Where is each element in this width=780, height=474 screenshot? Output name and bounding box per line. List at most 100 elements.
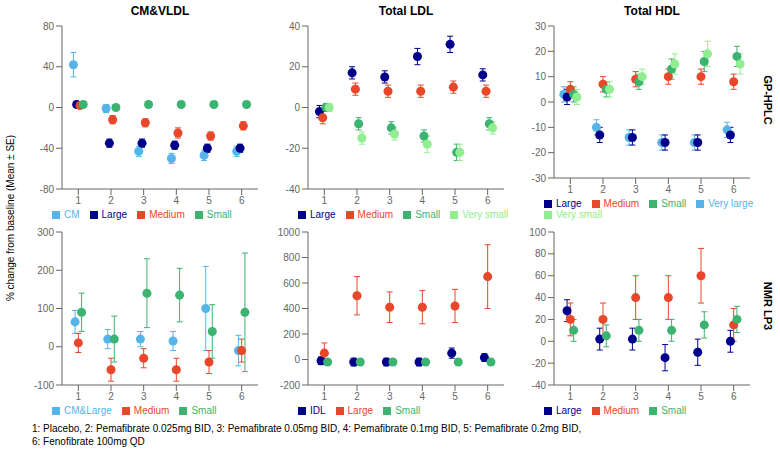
svg-text:5: 5 [698,391,704,402]
svg-text:400: 400 [283,303,300,314]
svg-text:6: 6 [485,195,491,206]
svg-text:1: 1 [568,391,574,402]
svg-text:3: 3 [141,391,147,402]
svg-text:80: 80 [43,21,55,32]
svg-text:3: 3 [387,391,393,402]
svg-text:800: 800 [283,252,300,263]
html-text:Large: Large [347,405,374,416]
svg-text:2: 2 [600,184,606,195]
html-text:NMR LP3: NMR LP3 [762,281,774,331]
svg-text:4: 4 [174,391,180,402]
svg-text:-40: -40 [286,184,301,195]
html-text:Medium: Medium [133,405,170,416]
svg-text:2: 2 [354,195,360,206]
html-text:Very small: Very small [462,209,509,220]
svg-text:3: 3 [387,195,393,206]
svg-text:-40: -40 [40,143,55,154]
svg-text:2: 2 [108,195,114,206]
svg-text:0: 0 [294,102,300,113]
svg-text:-20: -20 [286,143,301,154]
svg-text:4: 4 [174,195,180,206]
svg-text:-200: -200 [280,380,300,391]
svg-text:80: 80 [535,248,547,259]
html-text:Small: Small [395,405,421,416]
html-text:Medium: Medium [603,198,640,209]
html-text:1: Placebo, 2: Pemafibrate 0.0: 1: Placebo, 2: Pemafibrate 0.025mg BID, … [32,423,582,447]
svg-text:1: 1 [322,195,328,206]
html-text:CM&VLDL: CM&VLDL [130,4,190,18]
html-text:GP-HPLC: GP-HPLC [762,75,774,125]
html-text:Large: Large [310,209,336,220]
svg-text:5: 5 [206,391,212,402]
svg-text:4: 4 [666,391,672,402]
svg-text:40: 40 [535,292,547,303]
svg-text:30: 30 [535,21,547,32]
html-text:Small: Small [191,405,217,416]
svg-text:10: 10 [535,71,547,82]
html-text:Large: Large [556,198,582,209]
svg-text:0: 0 [48,102,54,113]
svg-text:-40: -40 [532,380,547,391]
svg-text:-10: -10 [532,122,547,133]
svg-text:5: 5 [206,195,212,206]
html-text:Total LDL: Total LDL [378,4,434,18]
html-text:Total HDL: Total HDL [624,4,680,18]
svg-text:4: 4 [420,391,426,402]
html-text:CM: CM [64,209,80,220]
svg-text:0: 0 [294,354,300,365]
svg-text:600: 600 [283,278,300,289]
svg-text:200: 200 [37,265,54,276]
svg-text:0: 0 [540,336,546,347]
svg-text:2: 2 [354,391,360,402]
svg-text:1: 1 [568,184,574,195]
svg-text:1: 1 [322,391,328,402]
html-text:Large: Large [556,405,582,416]
svg-text:6: 6 [485,391,491,402]
svg-text:1: 1 [76,391,82,402]
svg-text:40: 40 [43,61,55,72]
html-text:Very large: Very large [708,198,754,209]
svg-text:3: 3 [633,184,639,195]
svg-text:20: 20 [535,314,547,325]
html-text:IDL: IDL [310,405,326,416]
svg-text:0: 0 [48,341,54,352]
svg-text:6: 6 [239,391,245,402]
svg-text:6: 6 [239,195,245,206]
svg-text:0: 0 [540,97,546,108]
html-text:Small: Small [415,209,441,220]
svg-text:1000: 1000 [278,227,301,238]
svg-text:2: 2 [600,391,606,402]
html-text:Large: Large [101,209,128,220]
html-text:Medium: Medium [149,209,185,220]
svg-text:1: 1 [76,195,82,206]
svg-text:20: 20 [535,46,547,57]
svg-text:5: 5 [698,184,704,195]
html-text:Medium: Medium [357,209,394,220]
svg-text:3: 3 [633,391,639,402]
html-text:Very small: Very small [556,209,603,220]
svg-text:20: 20 [289,61,301,72]
svg-text:4: 4 [420,195,426,206]
svg-text:100: 100 [37,303,54,314]
svg-text:60: 60 [535,270,547,281]
svg-text:-20: -20 [532,147,547,158]
svg-text:4: 4 [666,184,672,195]
svg-text:3: 3 [141,195,147,206]
html-text:% change from baseline (Mean ±: % change from baseline (Mean ± SE) [4,134,16,302]
svg-text:5: 5 [452,195,458,206]
svg-text:-20: -20 [532,358,547,369]
svg-text:6: 6 [731,391,737,402]
svg-text:200: 200 [283,329,300,340]
svg-text:6: 6 [731,184,737,195]
svg-text:-30: -30 [532,173,547,184]
svg-text:2: 2 [108,391,114,402]
svg-text:-100: -100 [34,380,54,391]
svg-text:-80: -80 [40,184,55,195]
svg-text:100: 100 [529,227,546,238]
svg-text:40: 40 [289,21,301,32]
svg-text:5: 5 [452,391,458,402]
html-text:CM&Large: CM&Large [64,405,112,416]
html-text:Small: Small [206,209,232,220]
html-text:Small: Small [661,198,687,209]
svg-text:300: 300 [37,227,54,238]
